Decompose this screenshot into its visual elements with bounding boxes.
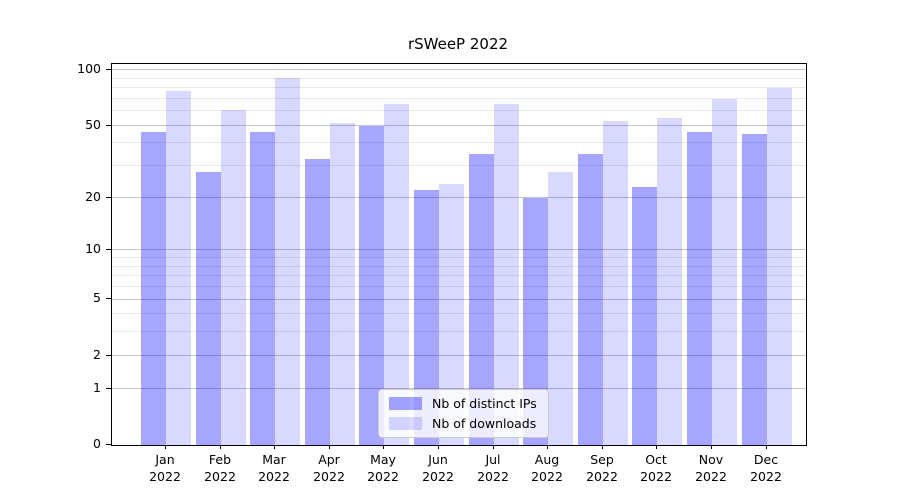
x-tick-nov [711, 445, 712, 449]
bar-downloads-aug [548, 171, 574, 445]
gridline-y-1 [112, 387, 806, 389]
bar-ips-mar [250, 132, 276, 445]
x-tick-jul [493, 445, 494, 449]
y-tick-5 [106, 298, 111, 299]
gridline-y-6 [112, 286, 806, 287]
legend-label-downloads: Nb of downloads [432, 416, 537, 431]
gridline-y-10 [112, 249, 806, 251]
x-tick-label-nov: Nov 2022 [695, 452, 727, 484]
y-tick-label-100: 100 [77, 61, 101, 76]
x-tick-label-apr: Apr 2022 [313, 452, 345, 484]
bar-ips-nov [687, 132, 712, 445]
y-tick-1 [106, 388, 111, 389]
x-tick-jan [165, 445, 166, 449]
x-tick-may [383, 445, 384, 449]
x-tick-jun [438, 445, 439, 449]
gridline-y-7 [112, 275, 806, 277]
bar-downloads-dec [766, 88, 792, 445]
x-tick-label-feb: Feb 2022 [204, 452, 236, 484]
bar-ips-dec [741, 134, 767, 445]
bar-ips-feb [195, 171, 221, 445]
x-tick-apr [329, 445, 330, 449]
gridline-y-5 [112, 298, 806, 300]
y-tick-20 [106, 197, 111, 198]
x-tick-label-may: May 2022 [367, 452, 399, 484]
legend-swatch-distinct-ips [389, 397, 422, 410]
gridline-y-30 [112, 165, 806, 167]
x-tick-sep [602, 445, 603, 449]
y-tick-label-20: 20 [85, 189, 101, 204]
bar-downloads-mar [275, 77, 301, 445]
bar-ips-jan [141, 132, 166, 445]
gridline-y-9 [112, 257, 806, 258]
bar-ips-apr [304, 158, 330, 445]
y-tick-2 [106, 355, 111, 356]
gridline-y-90 [112, 77, 806, 79]
x-tick-label-jul: Jul 2022 [477, 452, 509, 484]
plot-area: Nb of distinct IPs Nb of downloads [111, 63, 807, 446]
bar-downloads-apr [329, 122, 355, 445]
gridline-y-80 [112, 87, 806, 89]
y-tick-100 [106, 69, 111, 70]
gridline-y-20 [112, 196, 806, 198]
x-tick-label-aug: Aug 2022 [531, 452, 563, 484]
gridline-y-100 [112, 69, 806, 71]
gridline-y-40 [112, 142, 806, 144]
legend-label-distinct-ips: Nb of distinct IPs [432, 396, 537, 411]
x-tick-dec [766, 445, 767, 449]
x-tick-aug [547, 445, 548, 449]
y-tick-label-5: 5 [93, 290, 101, 305]
bar-downloads-nov [712, 98, 737, 445]
gridline-y-70 [112, 97, 806, 99]
bar-ips-oct [632, 186, 658, 445]
y-tick-0 [106, 444, 111, 445]
gridline-y-60 [112, 110, 806, 112]
x-tick-label-jun: Jun 2022 [422, 452, 454, 484]
bar-downloads-oct [657, 118, 683, 445]
y-tick-label-50: 50 [85, 117, 101, 132]
bar-downloads-may [384, 103, 410, 445]
legend-swatch-downloads [389, 417, 422, 430]
x-tick-label-oct: Oct 2022 [640, 452, 672, 484]
gridline-y-50 [112, 124, 806, 126]
y-tick-label-1: 1 [93, 380, 101, 395]
x-tick-label-jan: Jan 2022 [149, 452, 181, 484]
bar-downloads-sep [602, 121, 628, 445]
y-tick-label-2: 2 [93, 347, 101, 362]
gridline-y-2 [112, 354, 806, 356]
y-tick-label-10: 10 [85, 241, 101, 256]
x-tick-mar [274, 445, 275, 449]
legend-entry-distinct-ips: Nb of distinct IPs [389, 396, 537, 411]
legend: Nb of distinct IPs Nb of downloads [378, 389, 549, 438]
y-tick-50 [106, 125, 111, 126]
bar-downloads-jul [493, 103, 519, 445]
gridline-y-8 [112, 265, 806, 267]
legend-entry-downloads: Nb of downloads [389, 416, 537, 431]
gridline-y-3 [112, 331, 806, 333]
x-tick-label-mar: Mar 2022 [258, 452, 290, 484]
x-tick-label-dec: Dec 2022 [750, 452, 782, 484]
x-tick-label-sep: Sep 2022 [586, 452, 618, 484]
x-tick-feb [220, 445, 221, 449]
gridline-y-4 [112, 313, 806, 315]
chart-title: rSWeeP 2022 [407, 35, 509, 53]
x-tick-oct [656, 445, 657, 449]
y-tick-label-0: 0 [93, 436, 101, 451]
bar-ips-sep [577, 154, 603, 445]
bar-downloads-feb [220, 109, 246, 445]
bar-downloads-jan [166, 91, 191, 445]
y-tick-10 [106, 249, 111, 250]
